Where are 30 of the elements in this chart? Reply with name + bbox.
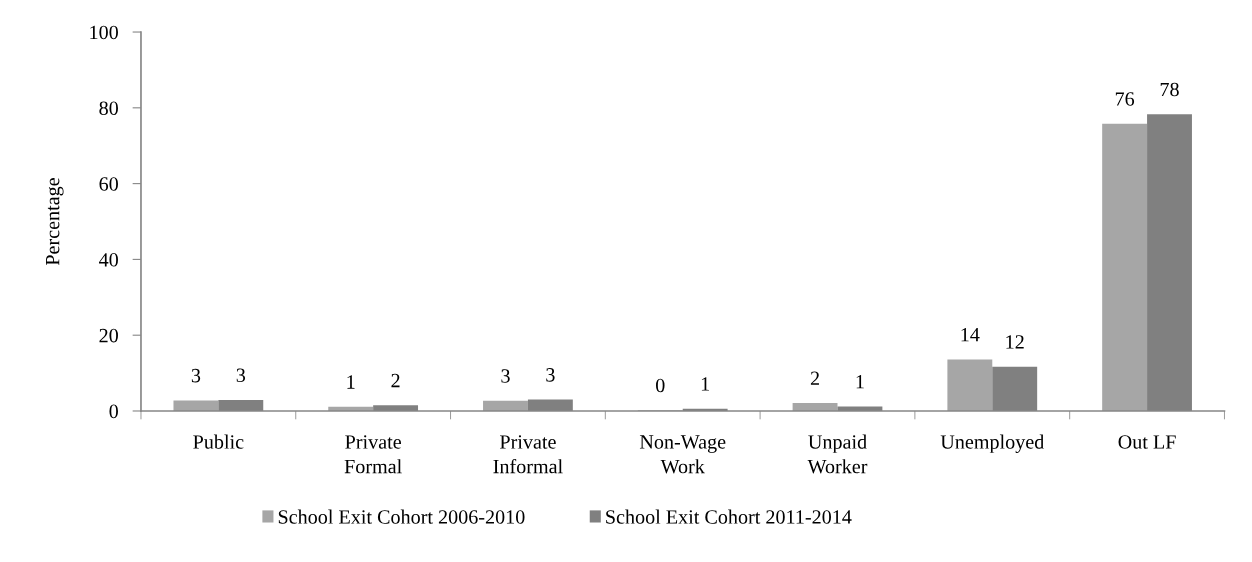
data-label: 78 [1160, 82, 1179, 97]
data-label: 1 [856, 374, 864, 389]
x-tick-label: Unemployed [940, 434, 1045, 453]
data-label: 3 [236, 368, 246, 383]
data-label: 2 [810, 371, 819, 385]
y-axis-title: Percentage [46, 178, 64, 266]
data-label: 2 [391, 373, 400, 388]
x-tick-label: Private Formal [344, 435, 402, 474]
x-tick-label: Unpaid Worker [807, 434, 868, 474]
x-tick-label: Non-Wage Work [639, 435, 726, 474]
data-label: 3 [546, 368, 555, 382]
data-label: 3 [191, 368, 201, 383]
y-tick-label: 60 [99, 177, 118, 191]
y-tick-label: 100 [90, 25, 118, 40]
x-tick-label: Public [193, 434, 244, 449]
legend-label: School Exit Cohort 2011-2014 [606, 509, 852, 524]
y-tick-label: 0 [109, 404, 118, 419]
data-label: 14 [961, 327, 980, 342]
x-tick-label: Out LF [1118, 435, 1176, 449]
data-label: 3 [501, 369, 510, 383]
x-tick-label: Private Informal [493, 435, 563, 474]
data-label: 1 [701, 377, 709, 391]
legend-label: School Exit Cohort 2006-2010 [278, 509, 525, 524]
data-label: 76 [1115, 92, 1135, 106]
y-tick-label: 20 [99, 328, 118, 343]
data-label: 1 [347, 375, 355, 389]
y-tick-label: 80 [99, 101, 118, 116]
data-label: 12 [1006, 335, 1024, 349]
y-tick-label: 40 [99, 253, 118, 267]
data-label: 0 [656, 378, 665, 393]
